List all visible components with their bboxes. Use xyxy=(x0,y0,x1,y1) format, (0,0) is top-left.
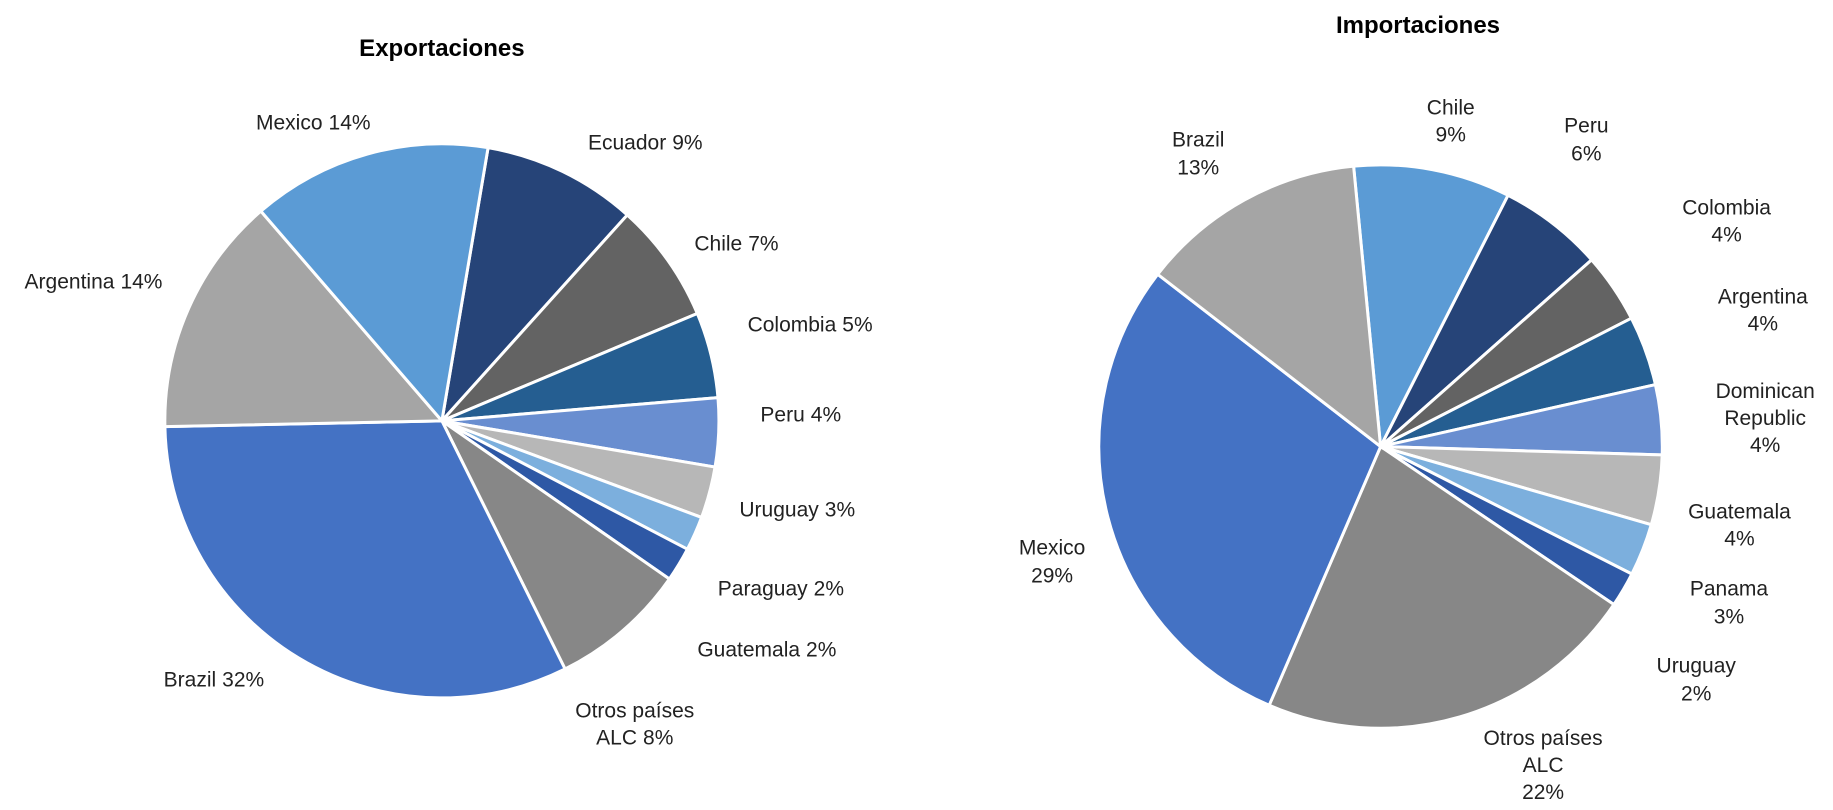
category-label: Guatemala xyxy=(1688,500,1791,524)
value-label: 4% xyxy=(810,403,842,427)
value-label: 9% xyxy=(1435,123,1466,147)
pie-slice xyxy=(1267,444,1616,730)
category-label: Colombia xyxy=(1682,196,1771,220)
category-label: Mexico xyxy=(1018,536,1086,560)
category-label: Brazil xyxy=(1171,129,1225,152)
slice-label: Chile 9% xyxy=(1427,94,1475,149)
pie-slice xyxy=(1155,164,1383,450)
pie-slice xyxy=(1351,163,1511,452)
value-label: 3% xyxy=(824,498,856,522)
category-label: Otros países ALC xyxy=(1483,726,1603,778)
category-label: Brazil xyxy=(163,668,217,692)
value-label: 32% xyxy=(222,668,265,692)
value-label: 9% xyxy=(672,130,703,154)
category-label: Otros países ALC xyxy=(575,699,695,750)
chart-title: Importaciones xyxy=(1335,11,1501,39)
slice-label: Uruguay 3% xyxy=(739,496,855,523)
pie-slice xyxy=(258,142,490,425)
value-label: 7% xyxy=(748,232,779,256)
slice-label: Otros países ALC 22% xyxy=(1478,725,1608,807)
slice-label: Guatemala 2% xyxy=(697,636,836,663)
category-label: Paraguay xyxy=(717,577,808,601)
value-label: 13% xyxy=(1177,156,1220,180)
category-label: Mexico xyxy=(256,111,323,135)
category-label: Argentina xyxy=(24,270,115,294)
slice-label: Brazil 13% xyxy=(1172,127,1225,182)
pie-slice xyxy=(440,419,672,672)
category-label: Chile xyxy=(1426,96,1475,120)
category-label: Dominican Republic xyxy=(1715,379,1815,430)
pie-slice xyxy=(1097,272,1383,708)
value-label: 4% xyxy=(1724,528,1755,552)
slice-label: Mexico 29% xyxy=(1019,535,1086,590)
value-label: 3% xyxy=(1713,605,1745,629)
slice-label: Guatemala 4% xyxy=(1688,499,1791,554)
slice-label: Argentina 14% xyxy=(25,268,163,295)
category-label: Ecuador xyxy=(587,130,667,154)
value-label: 2% xyxy=(1681,682,1712,706)
value-label: 14% xyxy=(328,111,371,135)
category-label: Colombia xyxy=(747,313,837,337)
value-label: 2% xyxy=(806,638,837,662)
slice-label: Ecuador 9% xyxy=(588,129,703,156)
category-label: Panama xyxy=(1689,577,1769,601)
category-label: Uruguay xyxy=(739,498,819,522)
slice-label: Argentina 4% xyxy=(1718,284,1808,339)
pie-slice xyxy=(439,145,630,426)
pie-slice xyxy=(163,419,568,700)
category-label: Peru xyxy=(1564,114,1609,138)
pie-slice xyxy=(440,212,700,423)
category-label: Chile xyxy=(694,232,743,256)
value-label: 4% xyxy=(1747,312,1779,336)
slice-label: Chile 7% xyxy=(694,231,778,258)
value-label: 2% xyxy=(813,577,845,601)
slice-label: Paraguay 2% xyxy=(718,576,844,603)
chart-title: Exportaciones xyxy=(359,35,525,63)
slice-label: Panama 3% xyxy=(1690,576,1768,631)
slice-label: Brazil 32% xyxy=(164,667,265,694)
slice-label: Mexico 14% xyxy=(256,109,371,136)
value-label: 14% xyxy=(120,270,163,294)
category-label: Guatemala xyxy=(697,638,801,662)
value-label: 29% xyxy=(1031,564,1074,588)
slice-label: Dominican Republic 4% xyxy=(1710,378,1820,460)
category-label: Peru xyxy=(760,403,805,427)
value-label: 4% xyxy=(1711,224,1742,248)
slice-label: Peru 4% xyxy=(760,401,841,428)
value-label: 4% xyxy=(1750,434,1781,458)
value-label: 6% xyxy=(1571,142,1602,166)
slice-label: Colombia 5% xyxy=(748,311,873,338)
slice-label: Peru 6% xyxy=(1564,113,1608,168)
slice-label: Uruguay 2% xyxy=(1657,653,1736,708)
slice-label: Otros países ALC 8% xyxy=(570,697,700,752)
value-label: 22% xyxy=(1522,781,1565,805)
slice-label: Colombia 4% xyxy=(1682,195,1771,250)
pie-slice xyxy=(163,208,446,429)
value-label: 5% xyxy=(842,313,873,337)
value-label: 8% xyxy=(643,726,674,750)
category-label: Argentina xyxy=(1717,285,1808,309)
category-label: Uruguay xyxy=(1656,655,1736,679)
